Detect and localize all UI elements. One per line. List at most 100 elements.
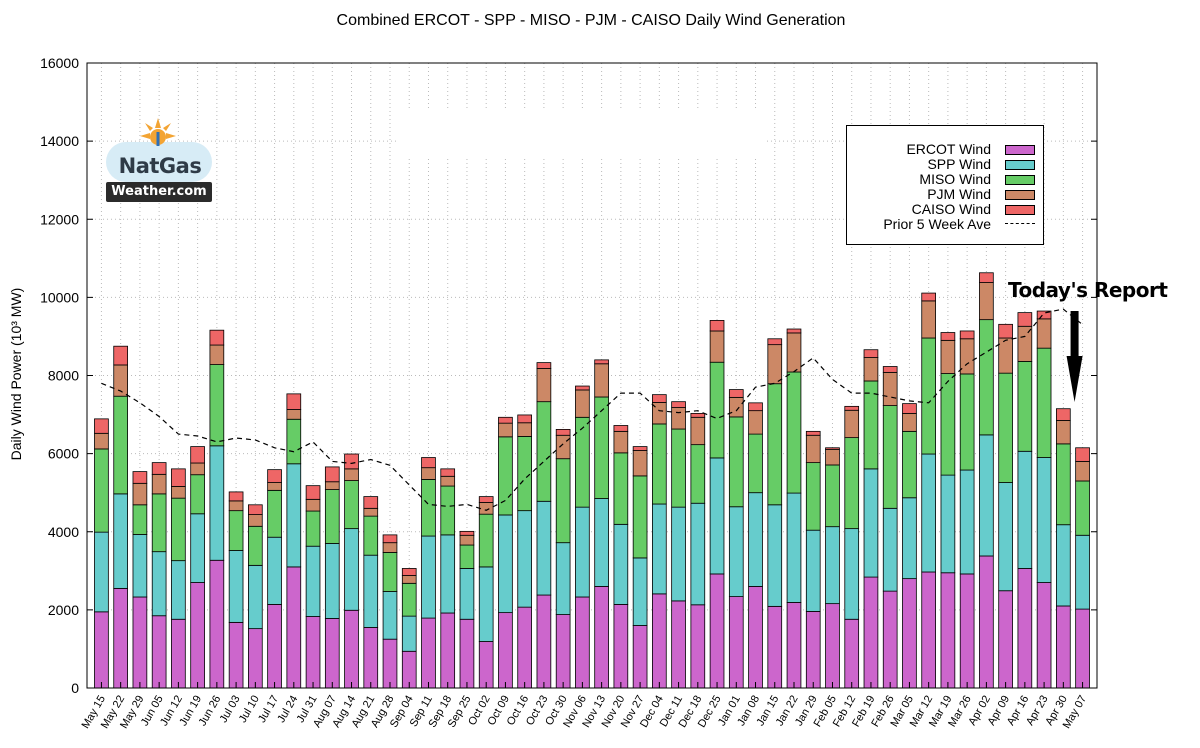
bar-spp-wind [979,434,994,557]
bar-caiso-wind [478,496,494,503]
bar-caiso-wind [998,323,1013,339]
bar-miso-wind [459,544,475,569]
bar-caiso-wind [979,272,994,283]
legend-swatch [1005,145,1035,155]
legend-dash [1005,223,1035,224]
bar-ercot-wind [767,605,783,689]
bar-ercot-wind [1036,582,1052,689]
bar-pjm-wind [767,344,783,385]
bar-ercot-wind [1056,605,1071,689]
bar-caiso-wind [151,462,167,475]
bar-caiso-wind [613,425,629,432]
bar-pjm-wind [209,344,225,365]
bar-miso-wind [498,436,513,516]
bar-miso-wind [613,452,629,525]
bar-spp-wind [1075,534,1090,610]
bar-pjm-wind [825,448,840,466]
bar-caiso-wind [363,496,379,509]
bar-pjm-wind [382,542,398,553]
bar-spp-wind [786,492,802,603]
bar-caiso-wind [536,362,552,369]
bar-spp-wind [652,503,667,595]
bar-spp-wind [209,445,225,561]
y-tick-label: 16000 [40,55,79,71]
bar-miso-wind [421,479,436,537]
bar-ercot-wind [825,603,840,689]
y-axis-label: Daily Wind Power (10³ MW) [8,287,24,461]
bar-pjm-wind [998,337,1013,374]
bar-caiso-wind [671,401,686,408]
bar-spp-wind [902,497,917,580]
bar-ercot-wind [267,604,282,689]
bar-spp-wind [690,502,706,606]
bar-caiso-wind [728,389,744,398]
bar-pjm-wind [575,389,590,418]
bar-spp-wind [286,463,302,568]
bar-spp-wind [613,523,629,605]
bar-miso-wind [363,515,379,556]
bar-miso-wind [344,480,359,530]
bar-caiso-wind [286,393,302,410]
bar-ercot-wind [882,590,898,689]
bar-miso-wind [517,436,532,512]
bar-spp-wind [767,504,783,607]
bar-miso-wind [748,433,763,494]
bar-caiso-wind [228,491,244,502]
bar-spp-wind [324,543,340,619]
bar-caiso-wind [113,345,128,366]
bar-miso-wind [921,337,936,455]
bar-ercot-wind [286,566,302,689]
bar-caiso-wind [709,320,725,332]
bar-caiso-wind [575,385,590,391]
bar-spp-wind [459,568,475,620]
bar-spp-wind [305,545,321,617]
legend-item-miso: MISO Wind [847,171,1045,187]
bar-caiso-wind [748,402,763,412]
bar-caiso-wind [132,471,148,484]
bar-ercot-wind [594,586,609,689]
bar-spp-wind [478,566,494,642]
bar-caiso-wind [248,504,263,515]
bar-ercot-wind [863,576,879,689]
legend-item-ercot: ERCOT Wind [847,141,1045,157]
bar-caiso-wind [652,394,667,403]
bar-spp-wind [421,535,436,619]
cloud-icon [106,142,212,182]
y-tick-label: 2000 [48,602,79,618]
bar-miso-wind [113,395,128,495]
bar-pjm-wind [171,486,186,499]
bar-ercot-wind [248,628,263,689]
bar-spp-wind [844,528,860,620]
bar-caiso-wind [555,429,571,436]
bar-miso-wind [786,371,802,494]
legend: ERCOT Wind SPP Wind MISO Wind PJM Wind C… [846,125,1044,245]
line-prior-5-week-ave [101,308,1083,511]
bar-miso-wind [171,497,186,562]
bar-caiso-wind [1017,312,1033,327]
bar-caiso-wind [940,332,956,341]
legend-item-spp: SPP Wind [847,156,1045,172]
bar-pjm-wind [440,475,456,487]
bar-miso-wind [228,510,244,551]
bar-ercot-wind [1017,568,1033,689]
bar-ercot-wind [575,596,590,689]
bar-ercot-wind [921,571,936,689]
bar-miso-wind [652,423,667,505]
bar-ercot-wind [324,618,340,689]
bar-caiso-wind [690,412,706,418]
bar-pjm-wind [1036,318,1052,349]
legend-swatch [1005,190,1035,200]
bar-spp-wind [363,554,379,628]
bar-pjm-wind [1017,325,1033,362]
bar-spp-wind [401,615,417,652]
bar-miso-wind [979,319,994,436]
bar-pjm-wind [286,409,302,420]
bar-pjm-wind [344,468,359,481]
bar-spp-wind [805,529,821,612]
bar-pjm-wind [786,332,802,373]
bar-spp-wind [1036,457,1052,583]
bar-spp-wind [382,591,398,640]
bar-ercot-wind [536,594,552,689]
bar-spp-wind [748,492,763,587]
bar-miso-wind [844,437,860,530]
